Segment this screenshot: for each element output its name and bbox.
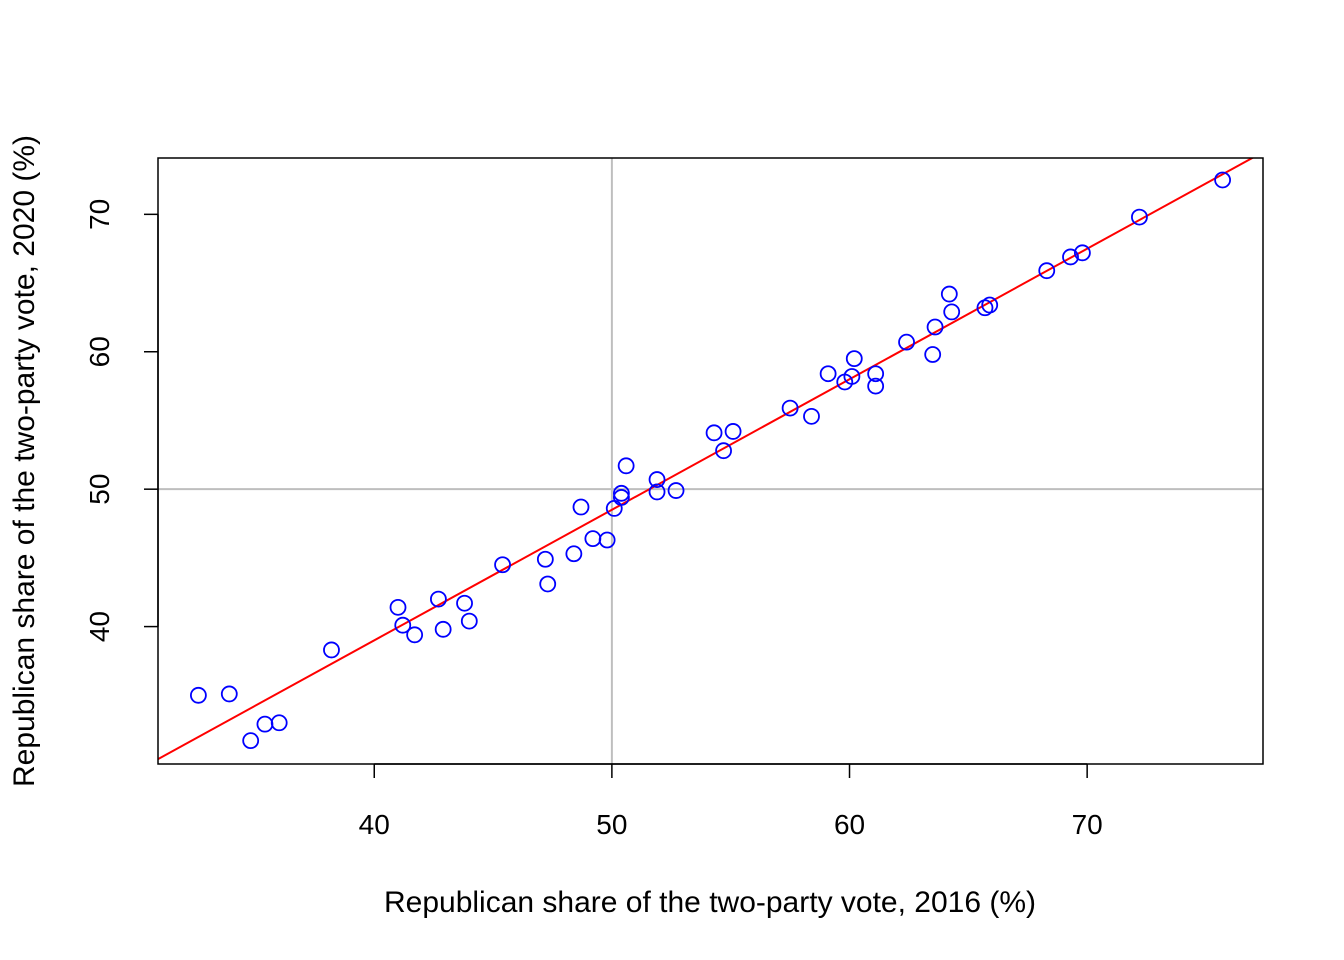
data-point (705, 424, 723, 442)
data-point (924, 346, 942, 363)
data-point (536, 550, 554, 568)
data-point (1062, 248, 1079, 266)
data-point (406, 626, 424, 644)
data-point (456, 594, 473, 612)
y-tick-label: 70 (84, 199, 115, 230)
data-point (494, 556, 511, 574)
data-point (612, 484, 630, 502)
data-point (572, 498, 590, 516)
data-point (867, 365, 885, 383)
x-tick-label: 70 (1072, 809, 1103, 840)
fit-line (158, 158, 1255, 760)
data-point (667, 482, 685, 499)
data-point (648, 483, 666, 501)
data-point (270, 714, 288, 732)
data-point (845, 350, 863, 368)
data-point (943, 303, 961, 321)
x-tick-label: 40 (359, 809, 390, 840)
data-point (648, 471, 666, 488)
data-point (598, 531, 616, 549)
data-point (1038, 262, 1056, 280)
data-point (460, 612, 478, 630)
y-axis: 40 50 60 70 (84, 199, 159, 642)
data-point (981, 296, 999, 314)
data-point (1073, 244, 1091, 262)
y-tick-label: 40 (84, 611, 115, 642)
x-axis-label: Republican share of the two-party vote, … (384, 886, 1036, 919)
data-point (389, 598, 407, 616)
data-point (926, 318, 944, 336)
y-tick-label: 50 (84, 474, 115, 505)
data-point (220, 685, 238, 703)
data-point (242, 732, 260, 750)
data-point (394, 616, 412, 634)
data-point (803, 407, 820, 425)
data-point (612, 489, 630, 506)
data-point (781, 399, 799, 417)
data-point (843, 368, 861, 385)
x-tick-label: 50 (596, 809, 627, 840)
x-tick-label: 60 (834, 809, 865, 840)
data-point (940, 285, 958, 303)
data-point (819, 365, 837, 383)
data-point (539, 575, 557, 593)
data-point (898, 333, 915, 351)
data-point (189, 686, 207, 704)
data-point (617, 457, 635, 475)
data-point (1131, 208, 1148, 226)
data-point (565, 545, 583, 563)
data-point (867, 377, 885, 395)
x-axis: 40 50 60 70 (359, 763, 1103, 840)
data-point (323, 641, 340, 659)
data-point (724, 423, 742, 440)
data-point (430, 590, 447, 608)
data-point (1214, 171, 1232, 189)
y-tick-label: 60 (84, 336, 115, 367)
data-point (715, 442, 732, 460)
data-point (434, 620, 452, 638)
y-axis-label: Republican share of the two-party vote, … (8, 135, 41, 787)
